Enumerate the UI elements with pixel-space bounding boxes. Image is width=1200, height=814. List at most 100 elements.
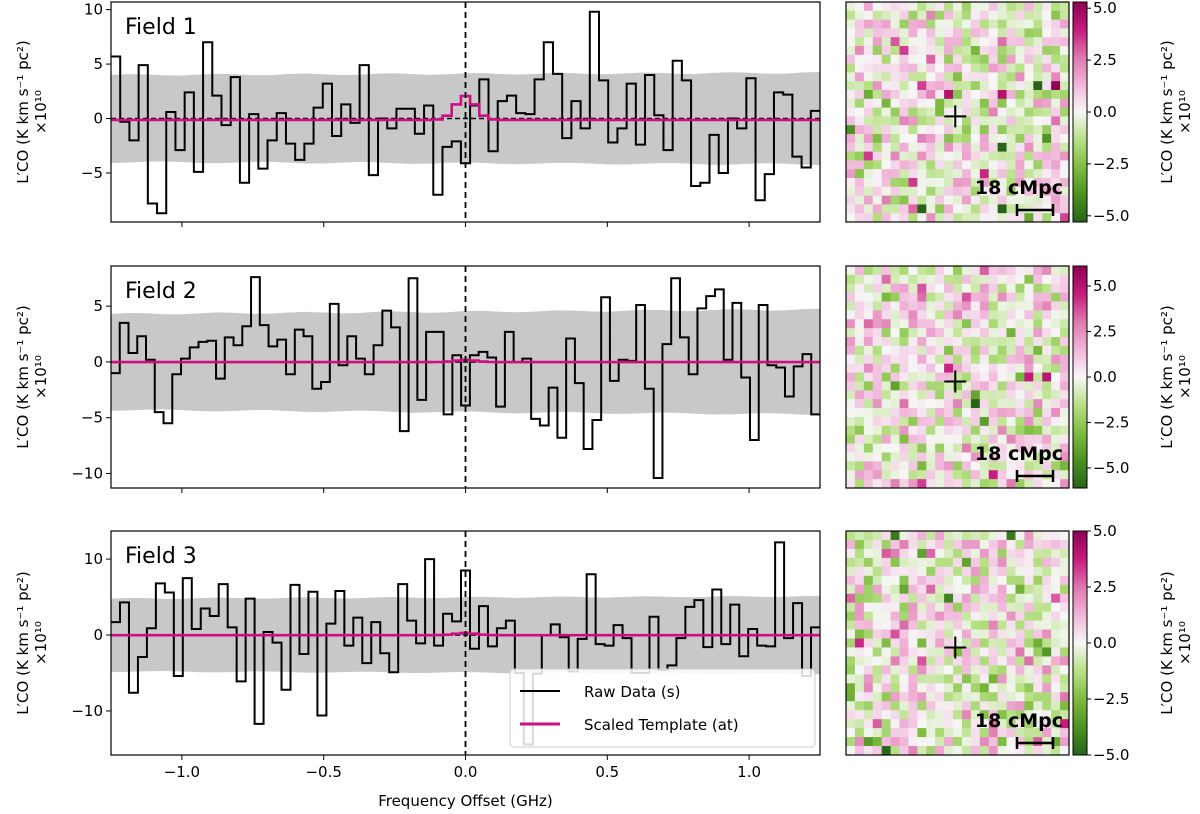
heatmap-cell: [961, 602, 972, 613]
heatmap-cell: [899, 461, 909, 471]
heatmap-cell: [846, 470, 856, 480]
heatmap-cell: [917, 98, 927, 108]
heatmap-cell: [1060, 719, 1070, 729]
heatmap-cell: [1024, 719, 1034, 729]
heatmap-cell: [961, 46, 972, 56]
heatmap-cell: [970, 629, 981, 639]
heatmap-cell: [953, 611, 963, 621]
heatmap-cell: [953, 186, 963, 196]
heatmap-cell: [908, 274, 918, 285]
heatmap-cell: [917, 620, 927, 630]
heatmap-cell: [988, 337, 999, 347]
heatmap-cell: [917, 319, 927, 329]
heatmap-cell: [1060, 151, 1070, 161]
heatmap-cell: [881, 134, 891, 144]
heatmap-cell: [944, 195, 954, 205]
heatmap-cell: [872, 425, 883, 436]
heatmap-cell: [854, 557, 865, 568]
heatmap-cell: [1042, 274, 1052, 285]
heatmap-cell: [846, 134, 856, 144]
heatmap-cell: [872, 584, 883, 595]
colorbar-tick-label: 2.5: [1093, 578, 1117, 596]
x-tick-label: 0.5: [595, 763, 619, 781]
heatmap-cell: [1006, 204, 1016, 214]
heatmap-cell: [899, 10, 909, 20]
heatmap-cell: [926, 134, 936, 144]
heatmap-cell: [997, 443, 1007, 453]
heatmap-cell: [1006, 10, 1016, 20]
heatmap-cell: [970, 719, 981, 729]
heatmap-cell: [988, 638, 999, 648]
heatmap-cell: [970, 274, 981, 285]
heatmap-cell: [1042, 328, 1052, 338]
heatmap-cell: [1051, 46, 1061, 56]
heatmap-cell: [1042, 354, 1052, 365]
heatmap-cell: [1015, 479, 1025, 489]
heatmap-cell: [908, 629, 918, 639]
heatmap-cell: [1033, 169, 1043, 179]
heatmap-cell: [1024, 566, 1034, 577]
heatmap-cell: [863, 116, 874, 126]
heatmap-cell: [1042, 292, 1052, 302]
heatmap-cell: [970, 151, 981, 161]
heatmap-cell: [846, 584, 856, 595]
heatmap-cell: [988, 283, 999, 294]
heatmap-cell: [917, 683, 927, 693]
heatmap-cell: [935, 90, 945, 100]
heatmap-cell: [1033, 443, 1043, 453]
heatmap-cell: [1042, 408, 1052, 418]
heatmap-cell: [926, 301, 936, 311]
heatmap-cell: [944, 399, 954, 409]
heatmap-cell: [997, 46, 1007, 56]
heatmap-cell: [890, 116, 900, 126]
heatmap-cell: [1015, 213, 1025, 223]
heatmap-cell: [953, 204, 963, 214]
heatmap-cell: [854, 125, 865, 135]
heatmap-cell: [908, 584, 918, 595]
heatmap-cell: [935, 746, 945, 756]
heatmap-cell: [1033, 638, 1043, 648]
heatmap-cell: [935, 443, 945, 453]
heatmap-cell: [970, 169, 981, 179]
heatmap-cell: [1033, 292, 1043, 302]
heatmap-cell: [872, 719, 883, 729]
heatmap-cell: [863, 98, 874, 108]
heatmap-cell: [1060, 531, 1070, 541]
heatmap-cell: [935, 28, 945, 38]
heatmap-cell: [872, 160, 883, 170]
heatmap-cell: [1015, 310, 1025, 320]
heatmap-cell: [1060, 692, 1070, 702]
heatmap-cell: [1024, 390, 1034, 400]
heatmap-cell: [979, 737, 990, 747]
x-tick-label: 0.0: [454, 763, 478, 781]
heatmap-cell: [935, 665, 945, 675]
heatmap-cell: [872, 470, 883, 480]
heatmap-cell: [1060, 134, 1070, 144]
heatmap-cell: [970, 363, 981, 373]
heatmap-cell: [890, 461, 900, 471]
heatmap-cell: [935, 160, 945, 170]
heatmap-cell: [970, 728, 981, 738]
heatmap-cell: [997, 169, 1007, 179]
heatmap-cell: [1033, 19, 1043, 29]
heatmap-cell: [1015, 28, 1025, 38]
heatmap-cell: [1015, 63, 1025, 73]
heatmap-cell: [1042, 319, 1052, 329]
heatmap-cell: [961, 301, 972, 311]
heatmap-cell: [988, 381, 999, 391]
heatmap-cell: [926, 204, 936, 214]
heatmap-cell: [1051, 10, 1061, 20]
heatmap-cell: [908, 72, 918, 82]
heatmap-cell: [970, 416, 981, 427]
raw-data-line: [111, 541, 820, 746]
heatmap-cell: [899, 363, 909, 373]
heatmap-cell: [1033, 134, 1043, 144]
heatmap-cell: [881, 116, 891, 126]
heatmap-cell: [953, 28, 963, 38]
heatmap-cell: [997, 728, 1007, 738]
heatmap-cell: [1033, 10, 1043, 20]
heatmap-cell: [854, 372, 865, 382]
heatmap-cell: [917, 142, 927, 152]
heatmap-cell: [899, 337, 909, 347]
heatmap-cell: [881, 665, 891, 675]
